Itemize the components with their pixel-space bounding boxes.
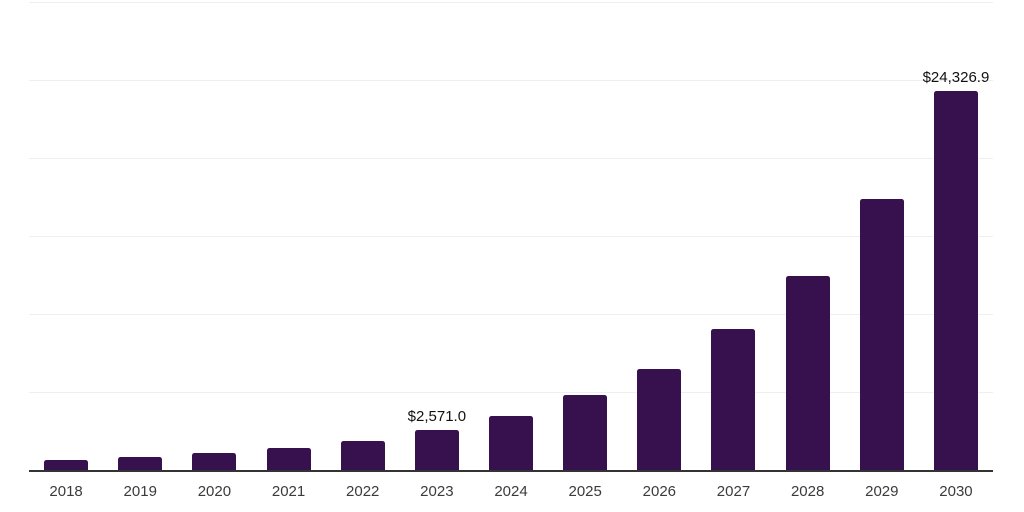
bar-cell-2019: [103, 2, 177, 470]
gridline-25000: [29, 80, 993, 81]
bar-2026: [637, 369, 682, 470]
bar-2030: [933, 90, 978, 470]
plot-area: $2,571.0 $24,326.9: [29, 2, 993, 470]
x-tick-label-2024: 2024: [494, 483, 528, 500]
gridlines: [29, 2, 993, 470]
bar-2021: [266, 447, 311, 470]
x-tick-label-2030: 2030: [939, 483, 973, 500]
x-axis-tick-row: 2018 2019 2020 2021 2022 2023 2024 2025 2026 2027…: [29, 484, 993, 499]
bar-value-label-2023: $2,571.0: [407, 407, 467, 425]
bar-2022: [340, 441, 385, 470]
bar-cell-2028: [771, 2, 845, 470]
bars-container: $2,571.0 $24,326.9: [29, 2, 993, 470]
bar-cell-2025: [548, 2, 622, 470]
x-tick-label-2026: 2026: [642, 483, 677, 500]
bar-cell-2026: [622, 2, 696, 470]
x-tick-label-2029: 2029: [865, 483, 899, 500]
x-tick-label-2022: 2022: [346, 483, 380, 500]
bar-2028: [785, 275, 830, 470]
x-tick-label-2028: 2028: [790, 483, 825, 500]
bar-cell-2030: $24,326.9: [919, 2, 993, 470]
gridline-15000: [29, 236, 993, 237]
bar-2018: [44, 459, 89, 470]
bar-cell-2021: [251, 2, 325, 470]
bar-cell-2027: [696, 2, 770, 470]
bar-2027: [711, 329, 756, 470]
x-tick-label-2025: 2025: [568, 483, 602, 500]
x-tick-label-2018: 2018: [49, 483, 83, 500]
x-tick-label-2021: 2021: [271, 483, 306, 500]
bar-2019: [118, 456, 163, 470]
gridline-10000: [29, 314, 993, 315]
bar-cell-2023: $2,571.0: [400, 2, 474, 470]
bar-value-label-2030: $24,326.9: [922, 68, 990, 86]
bar-2024: [489, 416, 534, 470]
bar-2029: [859, 199, 904, 470]
gridline-20000: [29, 158, 993, 159]
bar-cell-2020: [177, 2, 251, 470]
bar-2023: [414, 429, 459, 470]
bar-cell-2029: [845, 2, 919, 470]
x-tick-label-2019: 2019: [123, 483, 157, 500]
x-axis-line: [29, 470, 993, 472]
x-tick-label-2023: 2023: [420, 483, 454, 500]
x-tick-label-2020: 2020: [197, 483, 232, 500]
bar-cell-2024: [474, 2, 548, 470]
x-tick-label-2027: 2027: [716, 483, 751, 500]
gridline-30000: [29, 2, 993, 3]
bar-cell-2018: [29, 2, 103, 470]
gridline-5000: [29, 392, 993, 393]
bar-cell-2022: [326, 2, 400, 470]
bar-2020: [192, 453, 237, 470]
bar-2025: [563, 395, 608, 470]
